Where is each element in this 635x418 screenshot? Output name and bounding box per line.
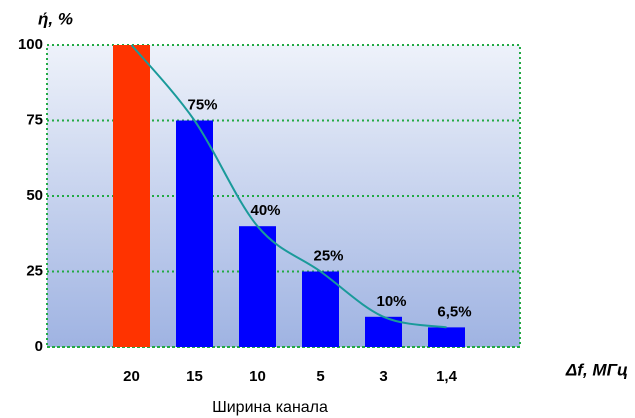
data-label: 6,5% [437,303,471,320]
trend-line [130,44,447,329]
data-label: 25% [313,247,343,264]
y-tick-label: 100 [18,36,43,53]
x-tick-label: 3 [379,368,387,385]
bar [428,327,465,347]
x-tick-label: 5 [316,368,324,385]
x-axis-title: Δf, МГц [565,360,628,379]
x-axis-subtitle: Ширина канала [212,399,328,416]
bar [176,120,213,347]
data-label: 40% [250,202,280,219]
data-label: 75% [187,96,217,113]
y-tick-label: 0 [35,338,43,355]
y-tick-label: 25 [26,262,43,279]
x-tick-label: 20 [123,368,140,385]
y-tick-label: 75 [26,111,43,128]
y-tick-label: 50 [26,187,43,204]
y-axis-title: ή, % [38,9,73,28]
x-tick-label: 15 [186,368,203,385]
bar [113,45,150,347]
x-tick-label: 10 [249,368,266,385]
bar [302,271,339,347]
bar [239,226,276,347]
data-label: 10% [376,293,406,310]
x-tick-label: 1,4 [436,368,458,385]
